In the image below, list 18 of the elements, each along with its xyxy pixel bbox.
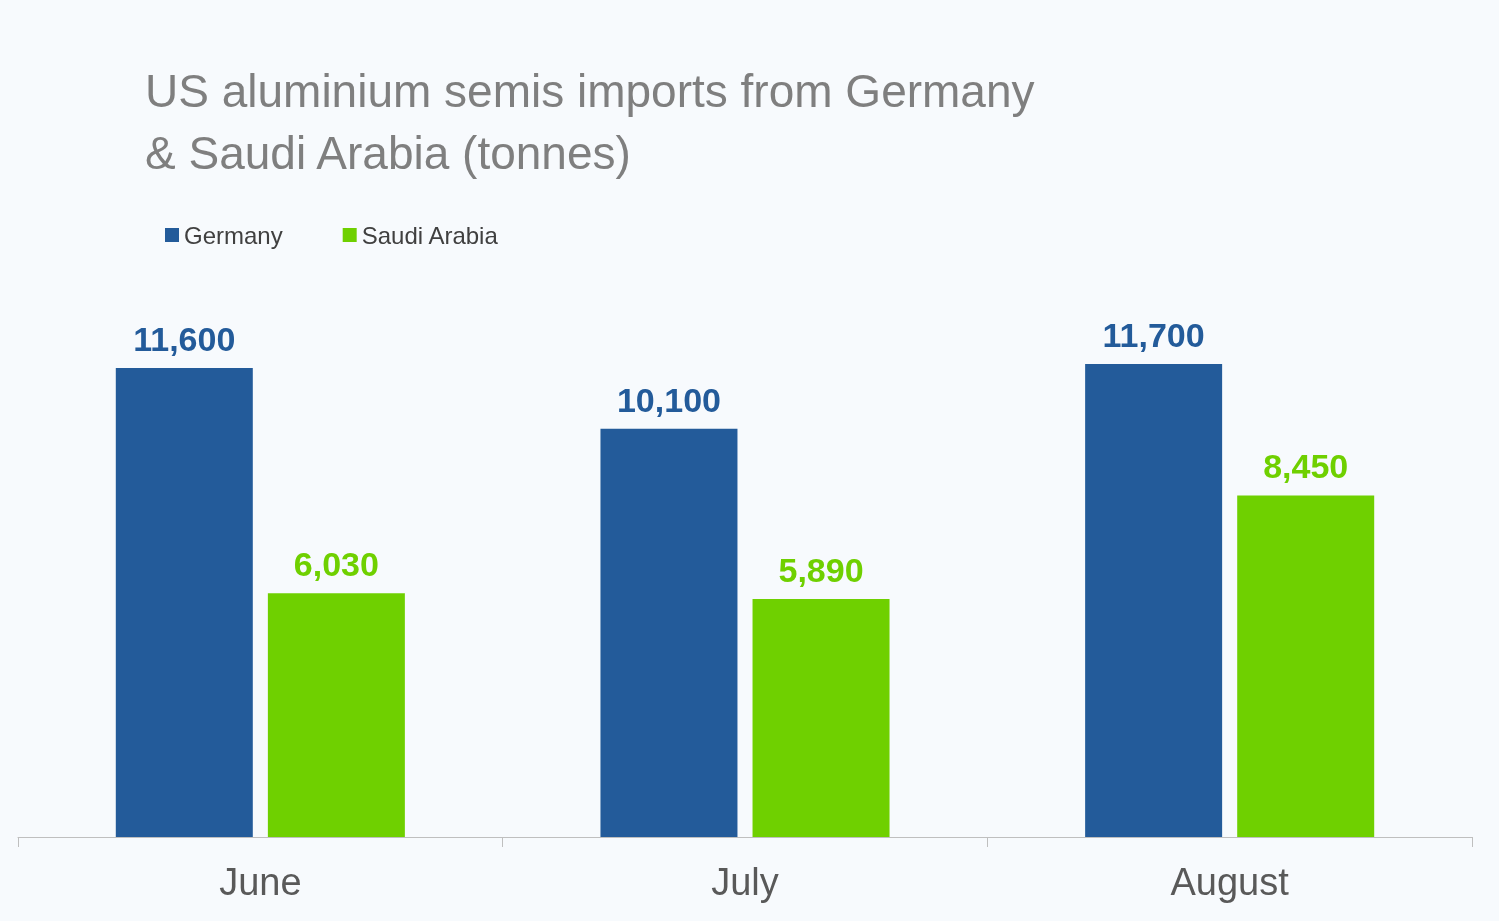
bar — [115, 368, 253, 837]
bar — [600, 428, 738, 837]
bar — [1085, 364, 1223, 837]
data-label: 10,100 — [616, 380, 721, 419]
x-tick-label: July — [711, 861, 779, 903]
chart-title: US aluminium semis imports from Germany & Saudi Arabia (tonnes) — [145, 65, 1048, 179]
legend-label: Germany — [184, 221, 283, 249]
bar — [1237, 495, 1375, 837]
x-tick-label: August — [1170, 861, 1290, 903]
data-label: 8,450 — [1263, 447, 1349, 486]
data-label: 6,030 — [293, 545, 379, 584]
data-label: 5,890 — [778, 550, 864, 589]
x-tick-label: June — [219, 861, 302, 903]
data-label: 11,600 — [133, 320, 236, 359]
legend-label: Saudi Arabia — [361, 221, 499, 249]
bar — [752, 598, 890, 837]
data-label: 11,700 — [1102, 316, 1205, 354]
bar — [267, 593, 405, 837]
